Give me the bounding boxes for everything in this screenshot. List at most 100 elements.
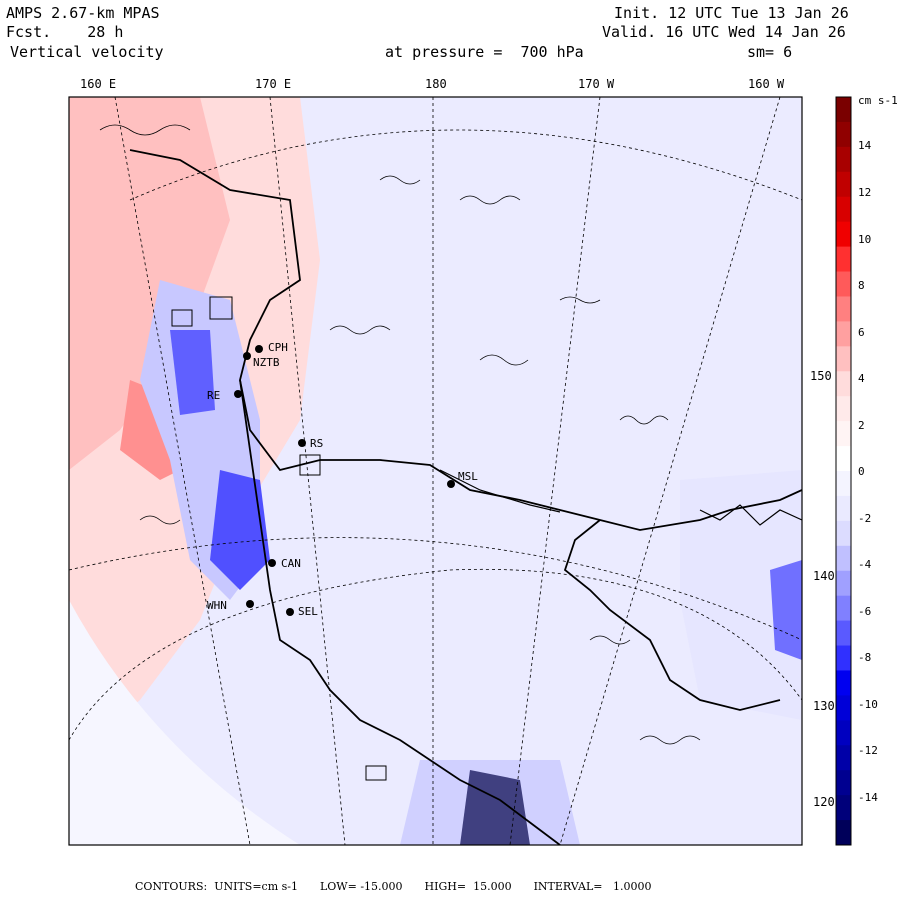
colorbar-cell <box>836 795 851 821</box>
forecast-label: Fcst. <box>6 23 52 41</box>
downward-patch-east <box>770 560 802 660</box>
colorbar-tick: 0 <box>858 465 865 478</box>
colorbar-frame <box>835 96 852 846</box>
station-dot-whn <box>246 600 254 608</box>
colorbar-tick: 10 <box>858 233 872 246</box>
downward-core-north <box>170 330 215 415</box>
colorbar-cell <box>836 745 851 771</box>
station-dot-msl <box>447 480 455 488</box>
footer-interval: INTERVAL= 1.0000 <box>533 880 652 893</box>
east-region <box>680 470 802 720</box>
marie-byrd-coast <box>699 504 802 526</box>
colorbar-cell <box>836 545 851 572</box>
map-frame <box>68 96 803 846</box>
colorbar-units: cm s-1 <box>858 94 898 107</box>
footer-contours: CONTOURS: UNITS=cm s-1 <box>135 880 298 893</box>
station-dot-cph <box>255 345 263 353</box>
colorbar-cell <box>836 246 851 273</box>
station-label-cph: CPH <box>268 341 288 354</box>
lon-label-160e: 160 E <box>80 77 117 91</box>
colorbar-cell <box>836 520 851 547</box>
station-label-rs: RS <box>310 437 324 450</box>
colorbar-tick: 4 <box>858 372 865 385</box>
strong-downward-core <box>210 470 270 590</box>
colorbar-cell <box>836 645 851 671</box>
graticule <box>69 97 802 845</box>
colorbar-tick: -14 <box>858 791 878 804</box>
colorbar-cell <box>836 770 851 796</box>
station-dot-can <box>268 559 276 567</box>
colorbar-cell <box>836 346 851 372</box>
lon-label-180: 180 <box>425 77 447 91</box>
strong-patch-south <box>460 770 530 845</box>
plateau-area <box>69 600 300 845</box>
station-label-re: RE <box>207 389 221 402</box>
colorbar-tick: -2 <box>858 512 872 525</box>
field-name: Vertical velocity <box>10 43 164 61</box>
contour-lines <box>99 124 701 745</box>
station-dot-rs <box>298 439 306 447</box>
upward-region-core <box>69 97 230 470</box>
contour-info-footer: CONTOURS: UNITS=cm s-1 LOW= -15.000 HIGH= … <box>135 880 673 893</box>
colorbar-cell <box>836 221 851 248</box>
station-dot-sel <box>286 608 294 616</box>
colorbar-cell <box>836 471 851 497</box>
valid-time: Valid. 16 UTC Wed 14 Jan 26 <box>602 23 846 41</box>
colorbar-tick: 2 <box>858 419 865 432</box>
colorbar-tick: -4 <box>858 558 872 571</box>
station-label-nztb: NZTB <box>253 356 280 369</box>
colorbar-cell <box>836 421 851 447</box>
lon-label-170w: 170 W <box>578 77 615 91</box>
transantarctic-coast <box>239 379 561 845</box>
init-time: Init. 12 UTC Tue 13 Jan 26 <box>614 4 849 22</box>
model-title: AMPS 2.67-km MPAS <box>6 4 160 22</box>
siple-coast <box>563 519 781 711</box>
colorbar-tick: -8 <box>858 651 872 664</box>
colorbar-tick: 14 <box>858 139 872 152</box>
colorbar <box>836 97 851 846</box>
footer-high: HIGH= 15.000 <box>424 880 512 893</box>
colorbar-cell <box>836 196 851 223</box>
colorbar-cell <box>836 121 851 148</box>
colorbar-cell <box>836 620 851 647</box>
colorbar-cell <box>836 670 851 696</box>
colorbar-cell <box>836 820 851 846</box>
colorbar-tick: -10 <box>858 698 878 711</box>
forecast-value: 28 h <box>87 23 124 41</box>
colorbar-cell <box>836 695 851 721</box>
colorbar-cell <box>836 595 851 622</box>
lon-label-160w: 160 W <box>748 77 785 91</box>
colorbar-cell <box>836 371 851 397</box>
footer-low: LOW= -15.000 <box>319 880 403 893</box>
station-label-msl: MSL <box>458 470 478 483</box>
colorbar-tick: -12 <box>858 744 878 757</box>
colorbar-tick: 12 <box>858 186 872 199</box>
colorbar-tick: -6 <box>858 605 872 618</box>
colorbar-cell <box>836 271 851 297</box>
colorbar-tick: 6 <box>858 326 865 339</box>
colorbar-cell <box>836 321 851 347</box>
station-dot-re <box>234 390 242 398</box>
lon-label-170e: 170 E <box>255 77 292 91</box>
smoothing-value: sm= 6 <box>747 43 793 61</box>
colorbar-cell <box>836 396 851 422</box>
colorbar-cell <box>836 720 851 746</box>
ross-ice-shelf-edge <box>129 149 802 531</box>
pressure-level: at pressure = 700 hPa <box>385 43 584 61</box>
station-label-sel: SEL <box>298 605 318 618</box>
colorbar-cell <box>836 570 851 597</box>
station-label-whn: WHN <box>207 599 227 612</box>
station-markers <box>234 345 455 616</box>
colorbar-tick: 8 <box>858 279 865 292</box>
station-label-can: CAN <box>281 557 301 570</box>
colorbar-cell <box>836 171 851 198</box>
station-boxes <box>171 296 387 781</box>
colorbar-cell <box>836 146 851 173</box>
forecast-hour: Fcst. 28 h <box>6 23 123 41</box>
ice-front-line <box>439 469 561 513</box>
colorbar-cell <box>836 296 851 322</box>
station-dot-nztb <box>243 352 251 360</box>
colorbar-cell <box>836 97 851 123</box>
colorbar-cell <box>836 495 851 522</box>
